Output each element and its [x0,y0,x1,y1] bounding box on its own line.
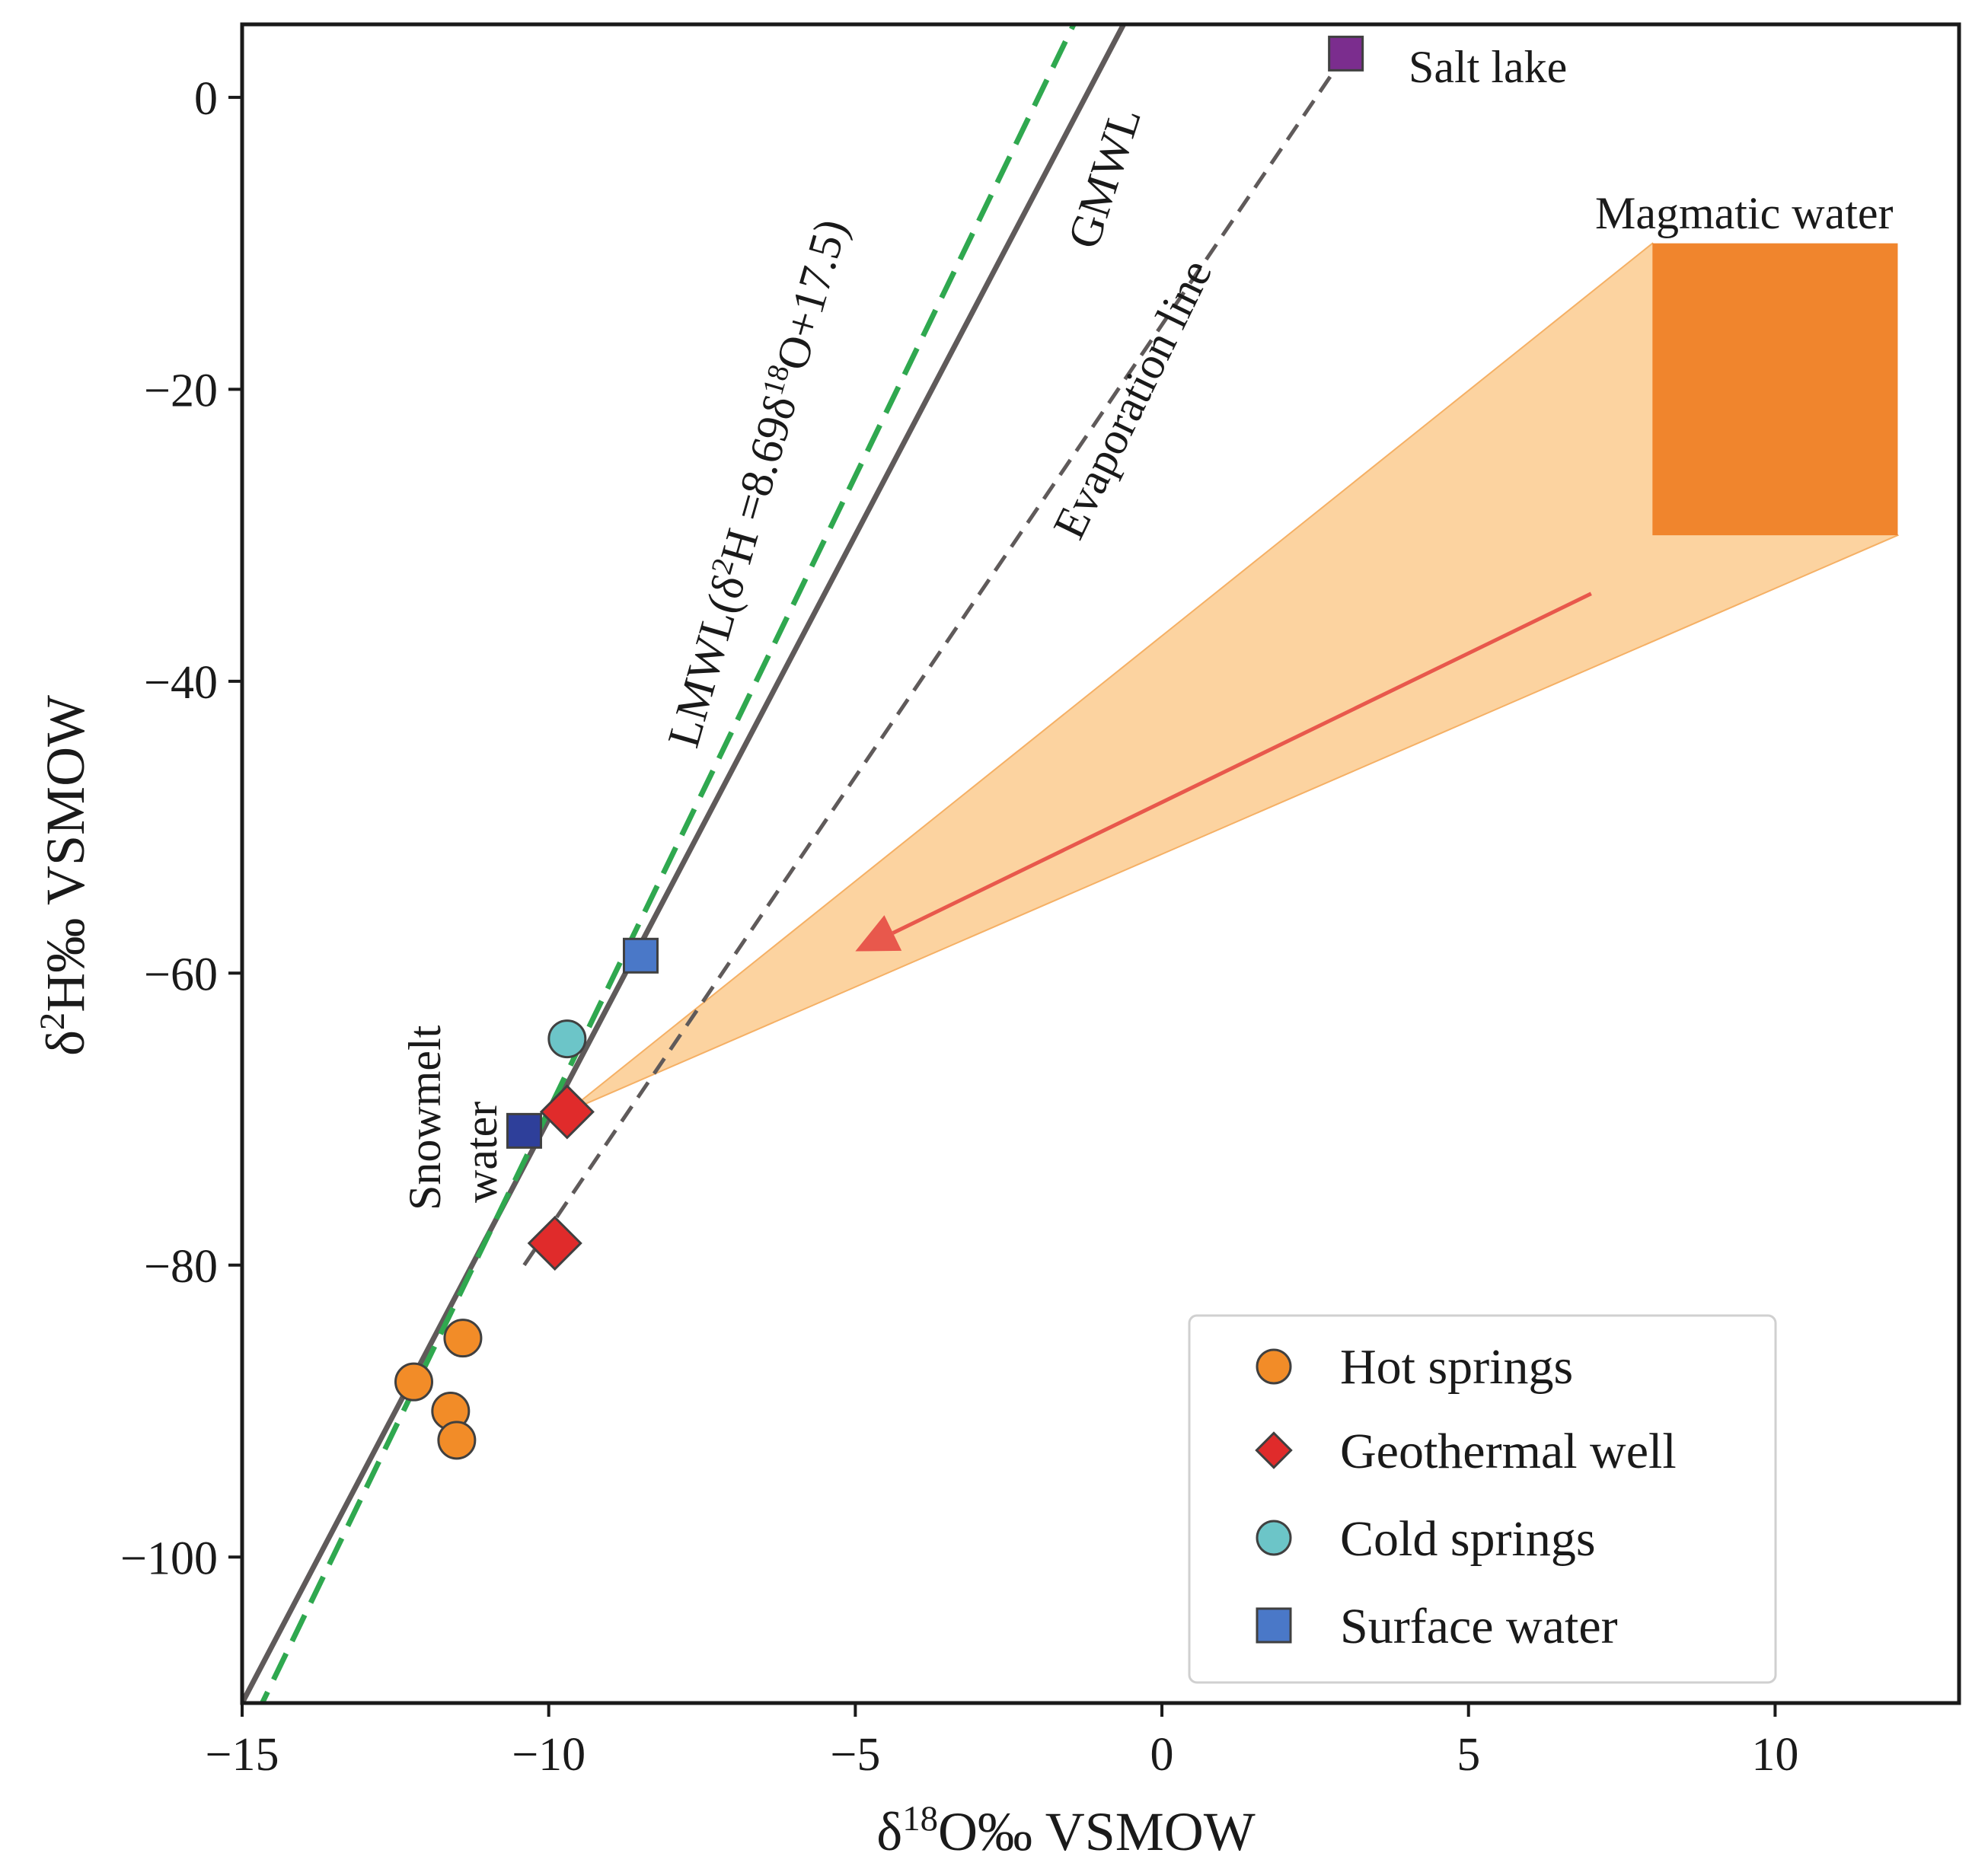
mixing-arrow-head [855,915,902,952]
points-layer [394,35,1364,1460]
legend-label-hot-springs: Hot springs [1340,1339,1573,1395]
snowmelt-label-line1: Snowmelt [400,1025,450,1210]
cold-springs-point [547,1019,587,1059]
y-tick-label: −100 [120,1533,218,1584]
x-tick-label: −15 [206,1729,279,1781]
x-tick-label: −5 [830,1729,880,1781]
lmwl-line [259,24,1077,1703]
x-axis-title: δ18O‰ VSMOW [876,1799,1255,1862]
snowmelt-point [506,1112,542,1149]
magmatic-water-box [1652,243,1898,536]
evaporation-line-line [522,52,1348,1267]
legend-label-cold-springs: Cold springs [1340,1511,1596,1567]
legend-marker-geothermal-well [1255,1431,1293,1469]
salt-lake-label: Salt lake [1409,42,1567,92]
surface-water-point [622,937,659,974]
y-axis-title: δ2H‰ VSMOW [33,695,96,1056]
magmatic-water-label: Magmatic water [1595,188,1894,238]
geothermal-well-point [539,1084,595,1140]
hot-springs-point [394,1362,433,1402]
legend: Hot springs Geothermal well Cold springs… [1188,1314,1777,1684]
legend-box [1188,1314,1777,1684]
legend-label-geothermal-well: Geothermal well [1340,1424,1677,1479]
lmwl-label: LMWL(δ2H =8.69δ18O+17.5) [656,213,857,753]
plot-frame [240,22,1961,1705]
x-tick-label: 5 [1457,1729,1480,1781]
legend-label-surface-water: Surface water [1340,1599,1618,1654]
y-tick-label: −60 [144,949,218,1000]
x-tick-label: 0 [1150,1729,1174,1781]
ticks-layer: −15 −10 −5 0 5 10 0 −20 −40 −60 −80 −100 [120,73,1798,1781]
x-tick-label: −10 [512,1729,586,1781]
gmwl-line [242,24,1127,1703]
lines-layer [242,24,1592,1703]
hot-springs-point [437,1421,477,1460]
salt-lake-point [1328,35,1364,72]
y-tick-label: −40 [144,657,218,709]
legend-marker-surface-water [1256,1607,1292,1644]
hot-springs-point [443,1319,483,1358]
legend-marker-cold-springs [1256,1520,1292,1556]
y-tick-label: 0 [194,73,218,125]
geothermal-well-point [527,1215,582,1271]
evaporation-label: Evaporation line [1043,252,1221,547]
y-tick-label: −20 [144,365,218,416]
legend-marker-hot-springs [1256,1348,1292,1385]
x-tick-label: 10 [1751,1729,1798,1781]
regions-layer [566,242,1900,1113]
y-tick-label: −80 [144,1241,218,1293]
mixing-arrow-shaft [892,592,1592,935]
snowmelt-label-line2: water [456,1102,506,1203]
